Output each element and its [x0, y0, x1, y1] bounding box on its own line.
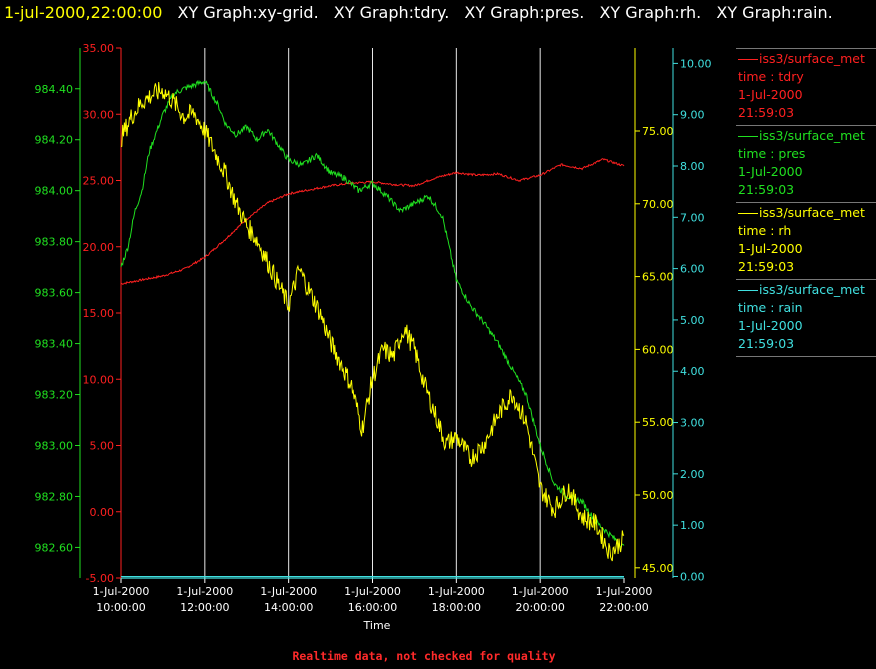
- rain-tick-label: 6.00: [680, 263, 705, 276]
- x-tick-label: 22:00:00: [599, 601, 648, 614]
- pres-tick-label: 984.00: [35, 185, 74, 198]
- pres-tick-label: 983.60: [35, 287, 74, 300]
- legend-time: 21:59:03: [738, 182, 795, 197]
- x-tick-label: 1-Jul-2000: [344, 585, 401, 598]
- x-tick-label: 1-Jul-2000: [176, 585, 233, 598]
- graph-title-tdry: XY Graph:tdry.: [333, 3, 450, 22]
- x-tick-label: 1-Jul-2000: [260, 585, 317, 598]
- legend-date: 1-Jul-2000: [738, 318, 803, 333]
- legend-field: time : pres: [738, 146, 806, 161]
- rain-tick-label: 2.00: [680, 468, 705, 481]
- graph-title-rh: XY Graph:rh.: [599, 3, 702, 22]
- rh-tick-label: 50.00: [642, 489, 674, 502]
- x-tick-label: 20:00:00: [515, 601, 564, 614]
- legend-time: 21:59:03: [738, 336, 795, 351]
- tdry-tick-label: 20.00: [83, 241, 115, 254]
- rh-tick-label: 60.00: [642, 343, 674, 356]
- line-swatch-icon: [738, 136, 758, 137]
- x-tick-label: 14:00:00: [264, 601, 313, 614]
- rain-tick-label: 5.00: [680, 314, 705, 327]
- x-tick-label: 1-Jul-2000: [93, 585, 150, 598]
- pres-tick-label: 983.00: [35, 440, 74, 453]
- graph-title-xy-grid: XY Graph:xy-grid.: [177, 3, 319, 22]
- rain-tick-label: 7.00: [680, 211, 705, 224]
- legend-entry-tdry[interactable]: iss3/surface_met time : tdry 1-Jul-2000 …: [736, 48, 876, 125]
- rain-tick-label: 8.00: [680, 160, 705, 173]
- legend-source: iss3/surface_met: [759, 128, 865, 143]
- legend-time: 21:59:03: [738, 259, 795, 274]
- pres-tick-label: 982.80: [35, 490, 74, 503]
- legend-source: iss3/surface_met: [759, 205, 865, 220]
- window-header: 1-jul-2000,22:00:00 XY Graph:xy-grid. XY…: [4, 2, 833, 24]
- legend-time: 21:59:03: [738, 105, 795, 120]
- rain-tick-label: 0.00: [680, 570, 705, 583]
- legend-date: 1-Jul-2000: [738, 241, 803, 256]
- legend-date: 1-Jul-2000: [738, 87, 803, 102]
- rh-tick-label: 45.00: [642, 562, 674, 575]
- series-layer: [120, 79, 625, 577]
- legend-entry-rh[interactable]: iss3/surface_met time : rh 1-Jul-2000 21…: [736, 202, 876, 279]
- legend-source: iss3/surface_met: [759, 51, 865, 66]
- legend-entry-pres[interactable]: iss3/surface_met time : pres 1-Jul-2000 …: [736, 125, 876, 202]
- line-swatch-icon: [738, 290, 758, 291]
- tdry-tick-label: -5.00: [86, 572, 114, 585]
- pres-tick-label: 982.60: [35, 541, 74, 554]
- line-swatch-icon: [738, 59, 758, 60]
- pres-series-line: [120, 79, 625, 548]
- graph-title-pres: XY Graph:pres.: [464, 3, 585, 22]
- quality-disclaimer: Realtime data, not checked for quality: [292, 649, 556, 663]
- legend-field: time : rh: [738, 223, 792, 238]
- tdry-tick-label: 30.00: [83, 108, 115, 121]
- pres-tick-label: 983.80: [35, 236, 74, 249]
- x-axis-label: Time: [363, 619, 391, 632]
- rh-series-line: [120, 81, 625, 562]
- x-tick-label: 1-Jul-2000: [428, 585, 485, 598]
- rain-tick-label: 10.00: [680, 57, 712, 70]
- x-tick-label: 10:00:00: [96, 601, 145, 614]
- legend-field: time : tdry: [738, 69, 804, 84]
- rain-tick-label: 3.00: [680, 417, 705, 430]
- pres-tick-label: 984.20: [35, 134, 74, 147]
- rh-tick-label: 65.00: [642, 271, 674, 284]
- tdry-tick-label: 35.00: [83, 42, 115, 55]
- legend-source: iss3/surface_met: [759, 282, 865, 297]
- tdry-tick-label: 15.00: [83, 307, 115, 320]
- legend-entry-rain[interactable]: iss3/surface_met time : rain 1-Jul-2000 …: [736, 279, 876, 357]
- legend-field: time : rain: [738, 300, 803, 315]
- x-tick-label: 12:00:00: [180, 601, 229, 614]
- rain-tick-label: 1.00: [680, 519, 705, 532]
- legend: iss3/surface_met time : tdry 1-Jul-2000 …: [736, 48, 876, 357]
- legend-date: 1-Jul-2000: [738, 164, 803, 179]
- x-tick-label: 1-Jul-2000: [596, 585, 653, 598]
- rain-tick-label: 4.00: [680, 365, 705, 378]
- current-datetime: 1-jul-2000,22:00:00: [4, 3, 163, 22]
- tdry-tick-label: 5.00: [90, 440, 115, 453]
- pres-tick-label: 983.40: [35, 338, 74, 351]
- line-swatch-icon: [738, 213, 758, 214]
- graph-title-rain: XY Graph:rain.: [716, 3, 833, 22]
- rh-tick-label: 75.00: [642, 125, 674, 138]
- pres-tick-label: 984.40: [35, 83, 74, 96]
- axis-layer: 1-Jul-2000 10:00:00 1-Jul-2000 12:00:00 1-Ju…: [35, 42, 712, 614]
- tdry-tick-label: 0.00: [90, 506, 115, 519]
- pres-tick-label: 983.20: [35, 389, 74, 402]
- tdry-tick-label: 25.00: [83, 175, 115, 188]
- grid-layer: [204, 48, 541, 578]
- rain-tick-label: 9.00: [680, 109, 705, 122]
- x-tick-label: 16:00:00: [348, 601, 397, 614]
- x-tick-label: 18:00:00: [432, 601, 481, 614]
- x-tick-label: 1-Jul-2000: [512, 585, 569, 598]
- rh-tick-label: 70.00: [642, 198, 674, 211]
- tdry-tick-label: 10.00: [83, 373, 115, 386]
- rh-tick-label: 55.00: [642, 416, 674, 429]
